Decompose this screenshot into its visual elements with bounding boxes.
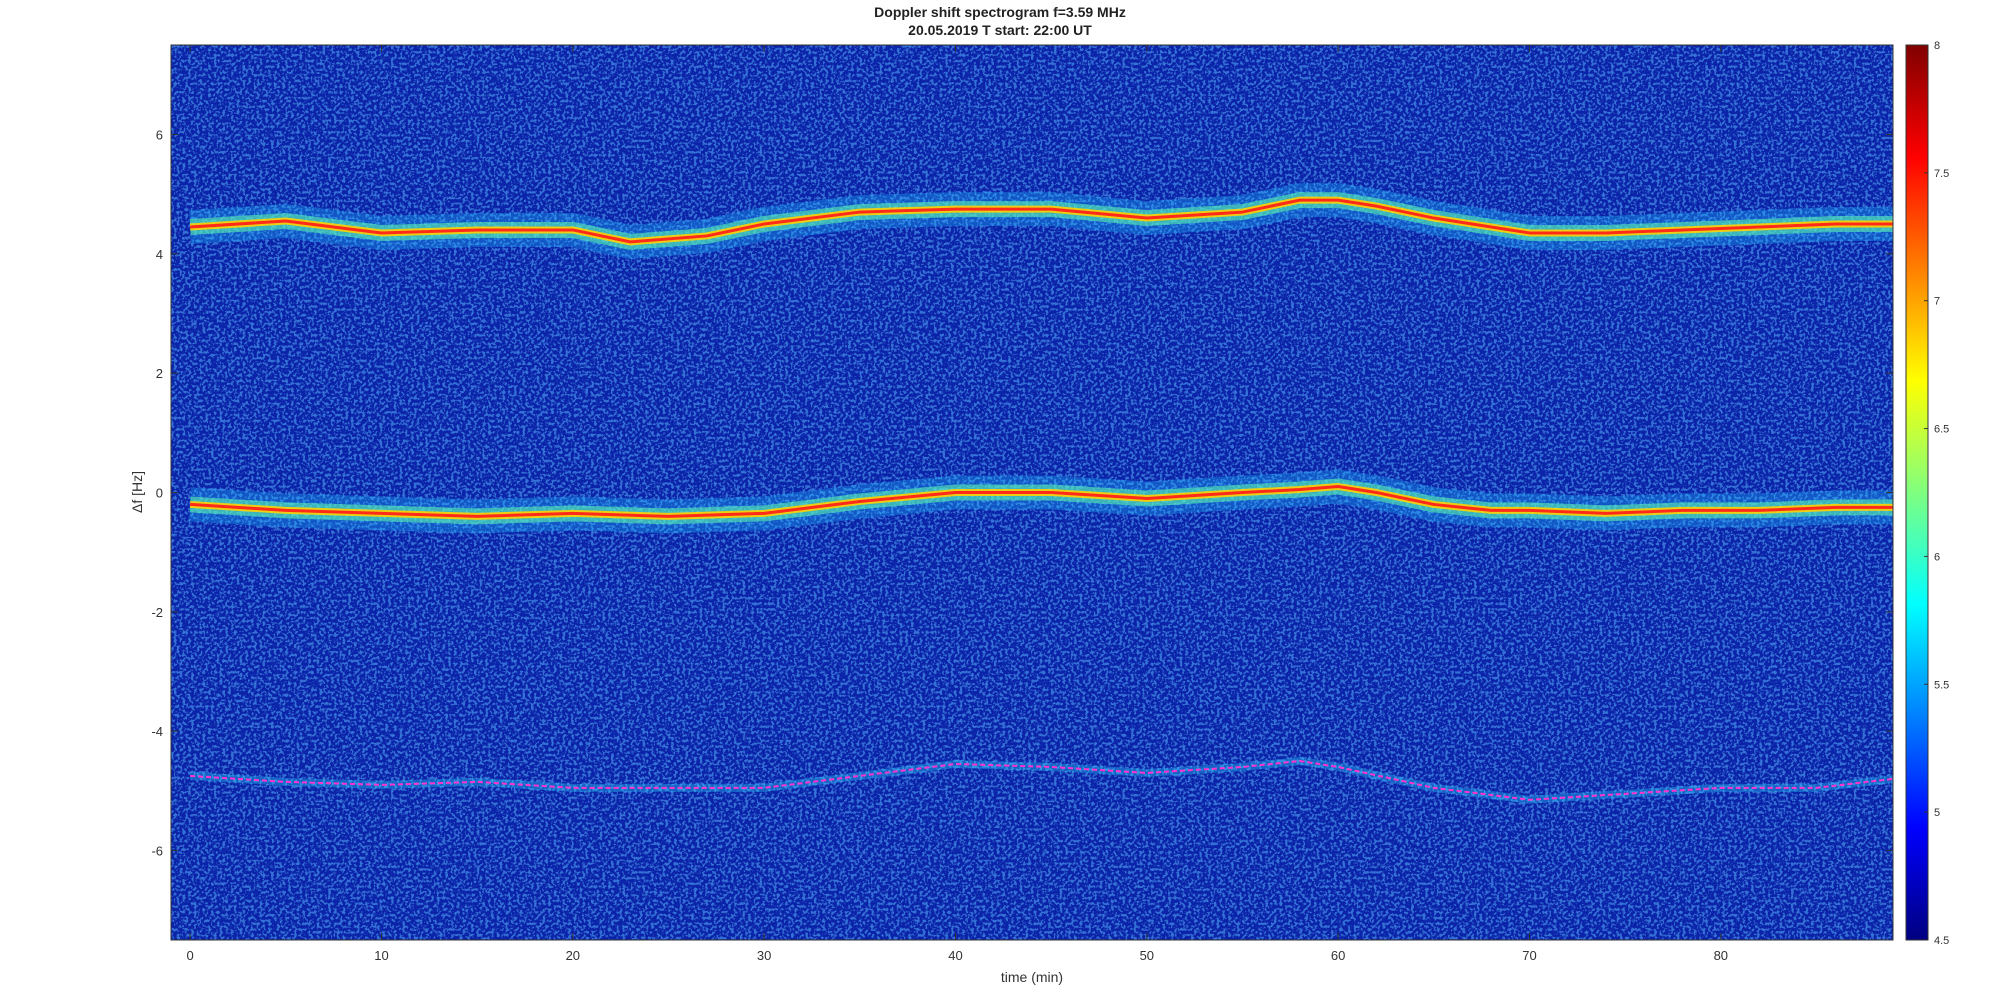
x-axis: 0 10 20 30 40 50 60 70 80: [187, 45, 1728, 963]
x-tick-label: 10: [374, 948, 388, 963]
colorbar-tick-label: 6: [1934, 551, 1940, 563]
x-tick-label: 20: [566, 948, 580, 963]
colorbar-tick-label: 8: [1934, 40, 1940, 52]
colorbar-tick-label: 6.5: [1934, 424, 1949, 436]
y-axis: -6 -4 -2 0 2 4 6: [151, 128, 1893, 859]
colorbar-tick-label: 7: [1934, 296, 1940, 308]
y-axis-label: Δf [Hz]: [129, 471, 145, 513]
y-tick-label: -4: [151, 724, 163, 739]
signal-bands: [189, 183, 1893, 804]
y-tick-label: 2: [156, 366, 163, 381]
colorbar-tick-label: 5: [1934, 807, 1940, 819]
y-tick-label: 6: [156, 128, 163, 143]
colorbar-gradient: [1905, 44, 1929, 941]
x-tick-label: 40: [948, 948, 962, 963]
colorbar-ticks: 4.5 5 5.5 6 6.5 7 7.5 8: [1924, 40, 1949, 947]
chart-subtitle: 20.05.2019 T start: 22:00 UT: [908, 22, 1092, 38]
colorbar-tick-label: 7.5: [1934, 168, 1949, 180]
colorbar-tick-label: 4.5: [1934, 935, 1949, 947]
plot-area: [170, 44, 1894, 941]
y-tick-label: -2: [151, 605, 163, 620]
y-tick-label: 0: [156, 486, 163, 501]
x-axis-label: time (min): [1001, 969, 1063, 985]
colorbar: 4.5 5 5.5 6 6.5 7 7.5 8: [1905, 40, 1949, 947]
band-ridge-line: [190, 760, 1893, 801]
band-ridge-line: [190, 198, 1893, 244]
x-tick-label: 60: [1331, 948, 1345, 963]
chart-title: Doppler shift spectrogram f=3.59 MHz: [874, 4, 1126, 20]
y-tick-label: -6: [151, 844, 163, 859]
x-tick-label: 30: [757, 948, 771, 963]
x-tick-label: 70: [1522, 948, 1536, 963]
x-tick-label: 80: [1714, 948, 1728, 963]
x-tick-label: 50: [1140, 948, 1154, 963]
colorbar-tick-label: 5.5: [1934, 679, 1949, 691]
x-tick-label: 0: [187, 948, 194, 963]
y-tick-label: 4: [156, 247, 163, 262]
band-ridge-line: [190, 485, 1893, 518]
